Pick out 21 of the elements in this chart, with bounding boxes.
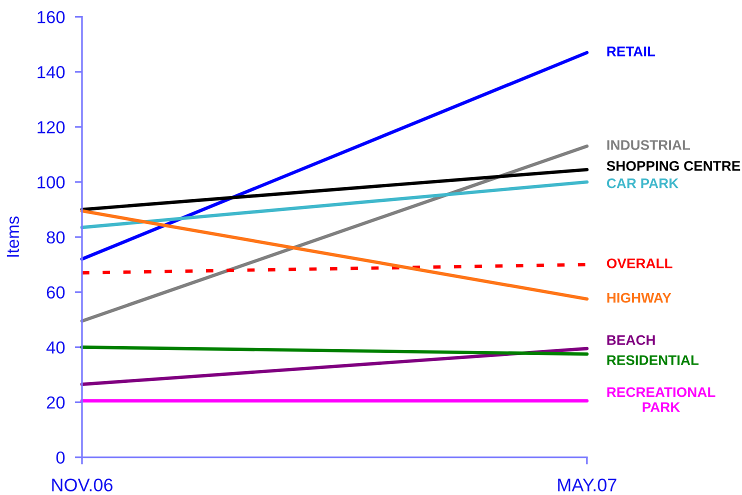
series-label: RETAIL: [607, 46, 656, 56]
y-tick-label: 160: [38, 11, 65, 24]
series-label: HIGHWAY: [607, 292, 672, 303]
series-label: BEACH: [607, 335, 655, 345]
series-label: OVERALL: [606, 258, 672, 268]
x-tick-label: MAY.07: [558, 478, 616, 492]
series-label: RESIDENTIAL: [607, 355, 699, 366]
y-tick-label: 40: [46, 341, 65, 354]
y-tick-label: 20: [46, 396, 65, 409]
series-label: INDUSTRIAL: [607, 140, 690, 150]
y-tick-label: 80: [46, 231, 65, 244]
y-tick-label: 140: [38, 66, 65, 78]
series-label: RECREATIONAL PARK: [607, 387, 716, 412]
y-tick-label: 0: [56, 451, 65, 464]
series-label: CAR PARK: [606, 178, 679, 188]
y-axis-title: Items: [6, 216, 20, 257]
y-tick-label: 60: [46, 286, 65, 299]
x-tick-label: NOV.06: [52, 478, 112, 492]
series-label: SHOPPING CENTRE: [606, 160, 740, 171]
y-tick-label: 100: [38, 176, 65, 188]
y-tick-label: 120: [38, 121, 65, 134]
